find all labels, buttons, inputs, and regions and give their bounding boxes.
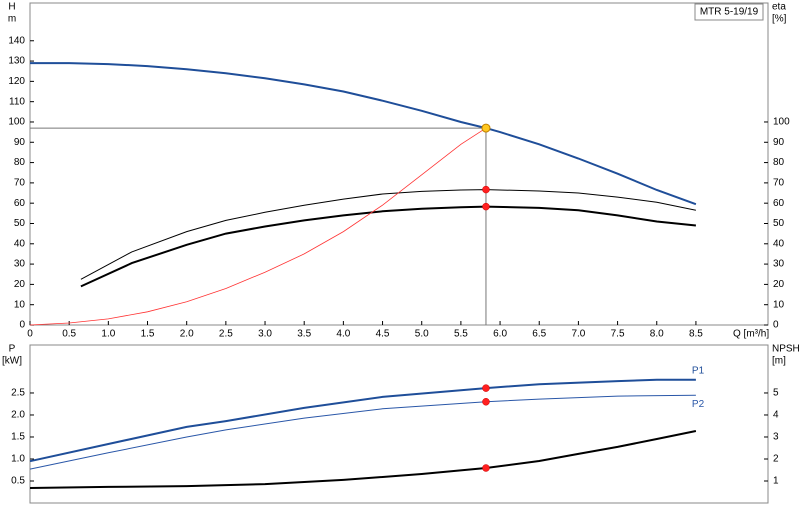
y-tick-label: 1.0 — [11, 454, 25, 465]
y2-tick-label: 0 — [773, 320, 779, 331]
y-tick-label: 130 — [8, 56, 25, 67]
plot-frame — [29, 2, 769, 326]
y2-tick-label: 100 — [773, 117, 790, 128]
y-axis-label: P — [9, 344, 16, 355]
y-tick-label: 10 — [14, 299, 26, 310]
y2-axis-label: eta — [772, 2, 786, 13]
operating-point — [482, 202, 490, 211]
x-tick-label: 2.5 — [219, 329, 233, 340]
operating-point — [482, 464, 490, 472]
operating-point — [482, 384, 490, 392]
y-tick-label: 80 — [14, 157, 26, 168]
y2-tick-label: 2 — [773, 454, 779, 465]
y-tick-label: 50 — [14, 218, 26, 229]
x-tick-label: 0 — [27, 329, 33, 340]
plot-frame — [29, 344, 769, 504]
y-tick-label: 90 — [14, 137, 26, 148]
y2-tick-label: 90 — [773, 137, 785, 148]
label-box-text: MTR 5-19/19 — [700, 7, 759, 18]
series-label: P2 — [692, 399, 705, 410]
x-tick-label: 1.0 — [101, 329, 115, 340]
y-tick-label: 0 — [19, 320, 25, 331]
x-tick-label: 3.5 — [297, 329, 311, 340]
operating-point — [482, 185, 490, 194]
y2-tick-label: 60 — [773, 198, 785, 209]
y2-tick-label: 1 — [773, 476, 779, 487]
y-tick-label: 2.0 — [11, 410, 25, 421]
y2-tick-label: 20 — [773, 279, 785, 290]
y-tick-label: 120 — [8, 76, 25, 87]
y2-tick-label: 5 — [773, 388, 779, 399]
y-tick-label: 2.5 — [11, 388, 25, 399]
y2-axis-label: NPSH — [772, 344, 800, 355]
y-tick-label: 40 — [14, 238, 26, 249]
y-tick-label: 20 — [14, 279, 26, 290]
duty-point — [481, 123, 491, 133]
x-tick-label: 8.5 — [689, 329, 703, 340]
y2-tick-label: 40 — [773, 238, 785, 249]
x-tick-label: 8.0 — [650, 329, 664, 340]
x-tick-label: 4.0 — [336, 329, 350, 340]
curve — [29, 127, 487, 326]
x-tick-label: 6.0 — [493, 329, 507, 340]
label-box — [694, 3, 764, 21]
y2-tick-label: 50 — [773, 218, 785, 229]
y-axis-label: [kW] — [2, 356, 22, 367]
y2-tick-label: 30 — [773, 259, 785, 270]
y-tick-label: 70 — [14, 178, 26, 189]
y-axis-label: H — [8, 2, 15, 13]
x-tick-label: 0.5 — [62, 329, 76, 340]
x-tick-label: 1.5 — [141, 329, 155, 340]
y2-tick-label: 4 — [773, 410, 779, 421]
y-tick-label: 110 — [9, 96, 25, 107]
y-tick-label: 30 — [14, 259, 26, 270]
x-tick-label: 4.5 — [376, 329, 390, 340]
x-tick-label: 7.5 — [611, 329, 625, 340]
y2-tick-label: 10 — [773, 299, 785, 310]
y2-tick-label: 3 — [773, 432, 779, 443]
y2-axis-label: [%] — [772, 14, 787, 25]
curve — [29, 378, 696, 463]
y-tick-label: 140 — [8, 35, 25, 46]
y2-tick-label: 70 — [773, 178, 785, 189]
y2-axis-label: [m] — [772, 356, 786, 367]
y-tick-label: 100 — [8, 117, 25, 128]
x-tick-label: 6.5 — [532, 329, 546, 340]
series-label: P1 — [692, 365, 705, 376]
x-tick-label: 5.0 — [415, 329, 429, 340]
y-axis-label: m — [8, 14, 16, 25]
curve — [29, 394, 696, 470]
x-axis-label: Q [m³/h] — [733, 329, 769, 340]
curve — [80, 189, 697, 280]
y-tick-label: 0.5 — [11, 476, 25, 487]
x-tick-label: 5.5 — [454, 329, 468, 340]
x-tick-label: 2.0 — [180, 329, 194, 340]
x-tick-label: 7.0 — [571, 329, 585, 340]
curve — [80, 205, 697, 288]
y-tick-label: 1.5 — [11, 432, 25, 443]
y2-tick-label: 80 — [773, 157, 785, 168]
curve — [30, 62, 697, 206]
y-tick-label: 60 — [14, 198, 26, 209]
curve — [29, 430, 697, 489]
operating-point — [482, 398, 490, 406]
x-tick-label: 3.0 — [258, 329, 272, 340]
